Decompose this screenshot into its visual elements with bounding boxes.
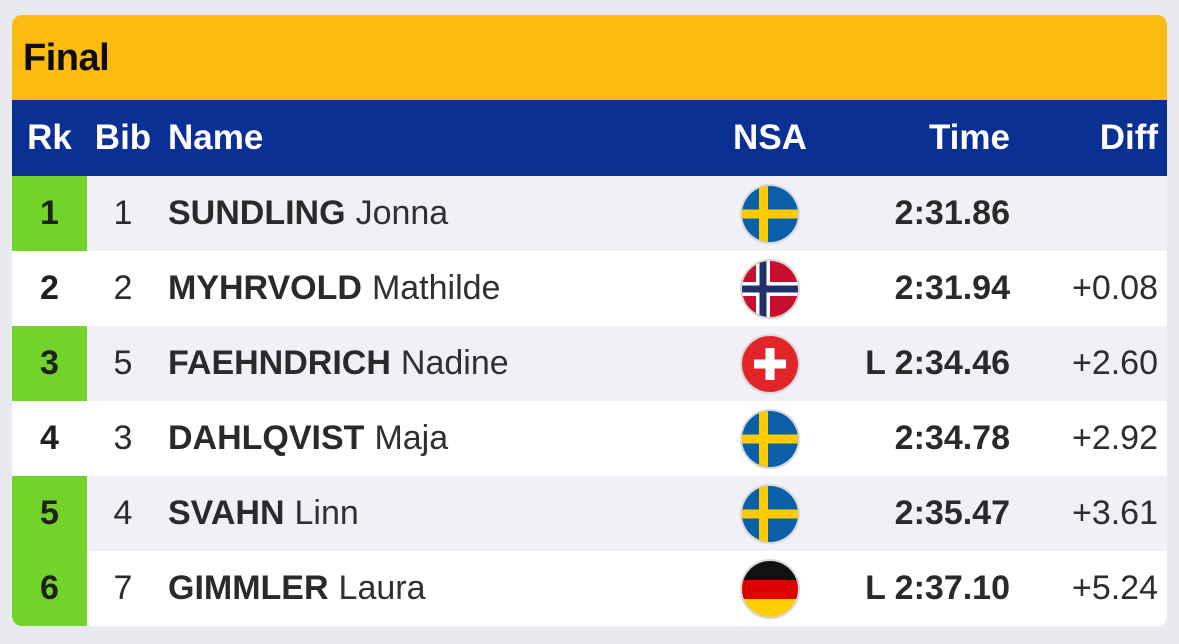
rank-cell: 4 [12,401,87,476]
header-nsa: NSA [733,118,807,157]
athlete-name[interactable]: SVAHN Linn [168,476,728,551]
nsa-cell [728,176,812,251]
diff-value: +2.60 [1071,344,1158,382]
athlete-surname: FAEHNDRICH [168,344,391,382]
rank-cell: 6 [12,551,87,626]
athlete-surname: SUNDLING [168,194,346,232]
table-row[interactable]: 1 1 SUNDLING Jonna 2:31.86 [12,176,1167,251]
rank-value: 5 [12,476,87,551]
athlete-surname: DAHLQVIST [168,419,365,457]
title-bar: Final [12,15,1167,100]
time-value: 2:31.86 [894,194,1010,232]
athlete-name[interactable]: DAHLQVIST Maja [168,401,728,476]
header-time: Time [928,118,1010,157]
table-header: Rk Bib Name NSA Time Diff [12,100,1167,176]
athlete-name[interactable]: SUNDLING Jonna [168,176,728,251]
diff-value [1012,176,1158,251]
rank-cell: 3 [12,326,87,401]
table-row[interactable]: 2 2 MYHRVOLD Mathilde 2:31.94 +0.08 [12,251,1167,326]
time-value: 2:34.78 [894,419,1010,457]
time-value: L 2:37.10 [865,569,1010,607]
athlete-given-name: Laura [338,569,426,607]
rank-value: 6 [12,551,87,626]
nsa-cell [728,476,812,551]
athlete-name[interactable]: GIMMLER Laura [168,551,728,626]
bib-value: 7 [113,569,133,607]
athlete-given-name: Maja [374,419,449,457]
bib-value: 3 [113,419,133,457]
time-value: 2:35.47 [894,494,1010,532]
nsa-cell [728,326,812,401]
athlete-given-name: Linn [294,494,359,532]
diff-value: +2.92 [1071,419,1158,457]
diff-value: +0.08 [1071,269,1158,307]
rank-value: 4 [40,419,59,457]
germany-flag-icon [742,561,798,617]
sweden-flag-icon [742,186,798,242]
nsa-cell [728,401,812,476]
athlete-given-name: Nadine [400,344,509,382]
nsa-cell [728,551,812,626]
athlete-surname: GIMMLER [168,569,329,607]
diff-value: +3.61 [1071,494,1158,532]
page-title: Final [23,37,110,79]
time-value: 2:31.94 [894,269,1010,307]
rank-value: 3 [12,326,87,401]
diff-value: +5.24 [1071,569,1158,607]
rank-cell: 1 [12,176,87,251]
athlete-given-name: Mathilde [371,269,501,307]
table-row[interactable]: 4 3 DAHLQVIST Maja 2:34.78 +2.92 [12,401,1167,476]
rank-value: 1 [12,176,87,251]
athlete-name[interactable]: FAEHNDRICH Nadine [168,326,728,401]
sweden-flag-icon [742,411,798,467]
athlete-surname: MYHRVOLD [168,269,362,307]
header-diff: Diff [1099,118,1158,157]
table-row[interactable]: 5 4 SVAHN Linn 2:35.47 +3.61 [12,476,1167,551]
time-value: L 2:34.46 [865,344,1010,382]
results-table: Final Rk Bib Name NSA Time Diff 1 1 SUND… [12,15,1167,626]
header-bib: Bib [94,118,152,157]
bib-value: 2 [113,269,133,307]
table-row[interactable]: 6 7 GIMMLER Laura L 2:37.10 +5.24 [12,551,1167,626]
athlete-surname: SVAHN [168,494,285,532]
sweden-flag-icon [742,486,798,542]
switzerland-flag-icon [742,336,798,392]
rank-value: 2 [40,269,59,307]
header-rk: Rk [27,118,72,157]
table-row[interactable]: 3 5 FAEHNDRICH Nadine L 2:34.46 +2.60 [12,326,1167,401]
bib-value: 4 [113,494,133,532]
bib-value: 5 [113,344,133,382]
rank-cell: 2 [12,251,87,326]
athlete-given-name: Jonna [355,194,449,232]
norway-flag-icon [742,261,798,317]
bib-value: 1 [113,194,133,232]
header-name: Name [168,118,264,157]
nsa-cell [728,251,812,326]
athlete-name[interactable]: MYHRVOLD Mathilde [168,251,728,326]
rank-cell: 5 [12,476,87,551]
